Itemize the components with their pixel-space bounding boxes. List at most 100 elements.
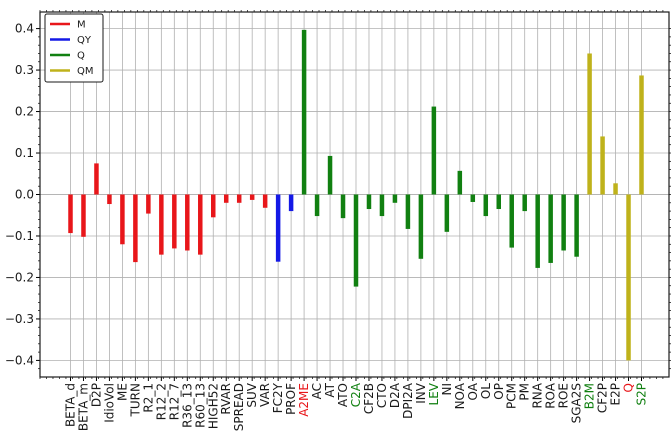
bar-ac (314, 194, 320, 217)
bar-high52 (211, 194, 216, 218)
x-tick-label: NOA (453, 382, 467, 409)
x-tick-label: PROF (284, 383, 298, 415)
x-tick-label: CF2B (362, 383, 376, 414)
x-tick-label: C2A (349, 382, 363, 407)
x-tick-label: BETA_m (76, 383, 90, 431)
x-tick-label: OL (479, 383, 493, 399)
bar-pm (522, 194, 527, 212)
x-tick-label: R12_2 (154, 383, 168, 420)
x-tick-label: OA (466, 382, 480, 400)
bar-prof (288, 194, 294, 212)
bar-cf2b (366, 194, 372, 210)
bar-r12-2 (159, 194, 164, 255)
bar-var (262, 194, 268, 208)
x-tick-label: R60_13 (193, 383, 207, 428)
bar-idiovol (107, 194, 112, 205)
bar-lev (431, 106, 437, 195)
x-tick-label: SUV (245, 382, 259, 407)
x-tick-label: AT (323, 382, 337, 397)
x-tick-label: TURN (128, 383, 142, 417)
legend-label: Q (77, 51, 85, 62)
bar-a2me (301, 29, 307, 195)
y-tick-label: 0.0 (15, 188, 34, 202)
bar-d2a (392, 194, 398, 203)
x-tick-labels: BETA_dBETA_mD2PIdioVolMETURNR2_1R12_2R12… (64, 382, 649, 431)
bar-cf2p (600, 136, 605, 195)
x-tick-label: B2M (583, 383, 597, 409)
bar-b2m (587, 53, 592, 195)
bar-r36-13 (185, 194, 190, 251)
x-tick-label: R2_1 (141, 383, 155, 413)
bars (68, 29, 644, 361)
bar-roa (548, 194, 553, 263)
bar-sga2s (574, 194, 579, 257)
x-tick-label: SPREAD (232, 383, 246, 431)
y-tick-label: −0.1 (5, 229, 34, 243)
x-tick-label: ROA (544, 382, 558, 409)
legend: M QY Q QM (44, 13, 104, 83)
x-tick-label: A2ME (297, 383, 311, 417)
bar-ni (444, 194, 450, 232)
bar-q (626, 194, 631, 361)
bar-turn (133, 194, 138, 263)
x-tick-label: S2P (635, 383, 649, 406)
bar-rvar (223, 194, 229, 203)
x-tick-label: ATO (336, 383, 350, 407)
bar-beta-m (81, 194, 86, 237)
bar-at (327, 155, 333, 195)
y-tick-label: 0.2 (15, 105, 34, 119)
x-tick-label: RNA (531, 382, 545, 408)
x-tick-label: PCM (505, 383, 519, 409)
x-tick-label: HIGH52 (206, 383, 220, 429)
x-tick-label: FC2Y (271, 382, 285, 413)
bar-e2p (613, 183, 618, 195)
x-tick-label: LEV (427, 382, 441, 405)
bar-roe (561, 194, 566, 251)
x-tick-label: RVAR (219, 383, 233, 415)
x-tick-label: D2P (89, 383, 103, 407)
x-tick-label: NI (440, 383, 454, 396)
y-tick-label: −0.3 (5, 312, 34, 326)
x-tick-label: PM (518, 383, 532, 401)
y-tick-label: 0.1 (15, 146, 34, 160)
bar-spread (236, 194, 242, 203)
x-tick-label: D2A (388, 382, 402, 408)
x-tick-label: ME (115, 383, 129, 401)
bar-ol (483, 194, 489, 217)
bar-op (496, 194, 501, 210)
x-tick-label: CF2P (596, 383, 610, 413)
bar-s2p (639, 75, 644, 195)
bar-r2-1 (146, 194, 151, 214)
x-tick-label: DPI2A (401, 382, 415, 419)
bar-inv (418, 194, 424, 259)
bar-r60-13 (198, 194, 203, 255)
x-tick-label: BETA_d (64, 383, 78, 427)
x-tick-label: SGA2S (570, 383, 584, 423)
x-tick-label: OP (492, 383, 506, 400)
legend-box (44, 13, 104, 83)
x-tick-label: ROE (557, 383, 571, 408)
bar-ato (340, 194, 346, 219)
bar-me (120, 194, 125, 245)
bar-cto (379, 194, 385, 217)
bar-oa (470, 194, 476, 202)
axes-frame (39, 11, 670, 378)
x-tick-label: VAR (258, 383, 272, 407)
x-tick-label: R12_7 (167, 383, 181, 420)
x-tick-label: IdioVol (102, 383, 116, 423)
legend-label: QM (77, 66, 94, 77)
bar-pcm (509, 194, 514, 248)
y-tick-label: −0.4 (5, 353, 34, 367)
x-tick-label: E2P (609, 383, 623, 405)
y-tick-labels: −0.4 −0.3 −0.2 −0.1 0.0 0.1 0.2 0.3 0.4 (5, 22, 34, 368)
bar-r12-7 (172, 194, 177, 249)
x-tick-label: R36_13 (180, 383, 194, 428)
legend-label: QY (77, 35, 92, 46)
bar-beta-d (68, 194, 73, 234)
y-tick-label: 0.4 (15, 22, 34, 36)
bar-dpi2a (405, 194, 411, 229)
x-tick-label: AC (310, 383, 324, 399)
bar-c2a (353, 194, 359, 287)
